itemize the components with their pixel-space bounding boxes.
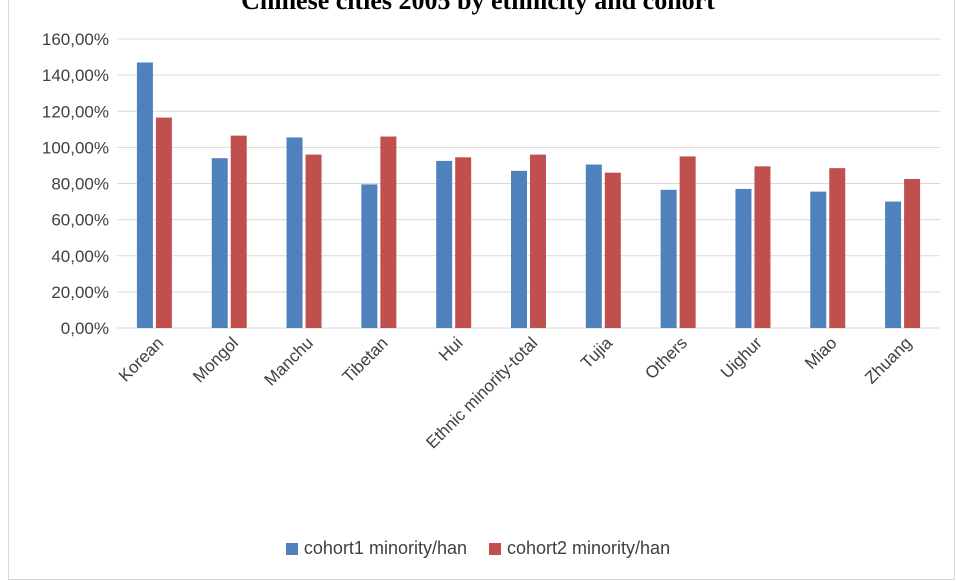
bar-series-1-uighur <box>735 188 752 328</box>
bar-series-1-others <box>660 189 677 328</box>
legend-swatch-series-2 <box>489 542 501 555</box>
bar-series-2-tibetan <box>380 136 397 328</box>
bar-series-2-korean <box>155 117 172 329</box>
x-tick-label: Uighur <box>717 333 766 382</box>
bar-series-2-tujia <box>604 172 621 328</box>
bar-series-1-miao <box>810 191 827 328</box>
bar-series-1-tibetan <box>361 184 378 328</box>
legend-swatch-series-1 <box>285 542 298 555</box>
y-tick-label: 60,00% <box>51 211 109 230</box>
chart-title: Chinese cities 2005 by ethnicity and coh… <box>241 0 715 15</box>
bar-series-1-hui <box>436 160 453 328</box>
y-tick-label: 20,00% <box>51 283 109 302</box>
bar-series-2-zhuang <box>904 178 921 328</box>
bar-series-2-miao <box>829 168 846 328</box>
bar-series-1-tujia <box>585 164 602 328</box>
legend-label-series-1: cohort1 minority/han <box>303 538 467 558</box>
bar-series-1-mongol <box>211 158 228 328</box>
legend-label-series-2: cohort2 minority/han <box>507 538 671 558</box>
x-tick-label: Mongol <box>189 333 242 386</box>
x-tick-label: Tujia <box>577 333 616 372</box>
legend: cohort1 minority/han cohort2 minority/ha… <box>0 538 956 559</box>
bar-series-2-others <box>679 156 696 328</box>
gridlines <box>117 38 940 329</box>
bars <box>136 62 921 329</box>
y-tick-label: 140,00% <box>42 66 109 85</box>
bar-series-2-mongol <box>230 135 247 328</box>
bar-series-1-ethnic-minority-total <box>511 170 527 328</box>
x-tick-label: Korean <box>115 333 167 385</box>
x-tick-label: Hui <box>435 333 466 364</box>
y-tick-labels: 0,00% 20,00% 40,00% 60,00% 80,00% 100,00% 120,… <box>42 30 109 338</box>
x-tick-label: Miao <box>801 333 840 372</box>
bar-series-2-uighur <box>754 166 771 328</box>
bar-series-1-zhuang <box>885 201 902 328</box>
y-tick-label: 100,00% <box>42 138 109 157</box>
legend-item-series-1: cohort1 minority/han <box>285 538 467 559</box>
legend-item-series-2: cohort2 minority/han <box>489 538 670 559</box>
bar-series-2-ethnic-minority-total <box>530 154 546 328</box>
y-tick-label: 160,00% <box>42 30 109 49</box>
bar-series-1-korean <box>136 62 153 328</box>
y-tick-label: 0,00% <box>61 319 109 338</box>
x-tick-label: Zhuang <box>861 333 915 387</box>
x-tick-label: Manchu <box>261 333 317 389</box>
y-tick-label: 40,00% <box>51 247 109 266</box>
bar-series-1-manchu <box>286 137 303 328</box>
x-tick-label: Tibetan <box>339 333 392 386</box>
y-tick-label: 80,00% <box>51 175 109 194</box>
x-tick-label: Others <box>641 333 691 383</box>
bar-series-2-manchu <box>305 154 322 328</box>
bar-series-2-hui <box>455 157 472 328</box>
y-tick-label: 120,00% <box>42 102 109 121</box>
